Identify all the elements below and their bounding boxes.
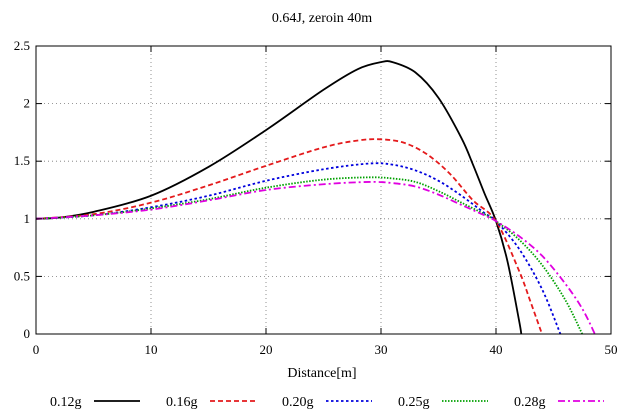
legend-label: 0.25g — [398, 395, 430, 410]
y-tick-label: 0.5 — [14, 268, 30, 283]
legend-label: 0.12g — [50, 395, 82, 410]
legend-label: 0.16g — [166, 395, 198, 410]
x-tick-label: 10 — [145, 342, 158, 357]
y-tick-label: 1.5 — [14, 153, 30, 168]
legend: 0.12g 0.16g 0.20g 0.25g 0.28g — [50, 395, 604, 410]
x-tick-label: 30 — [375, 342, 388, 357]
grid — [36, 46, 611, 334]
chart-title: 0.64J, zeroin 40m — [272, 11, 372, 26]
series-lines — [35, 60, 596, 335]
series-line-0.12g — [35, 60, 523, 335]
y-tick-label: 1 — [24, 211, 31, 226]
series-line-0.20g — [35, 162, 562, 335]
x-tick-label: 20 — [260, 342, 273, 357]
legend-label: 0.20g — [282, 395, 314, 410]
x-tick-label: 40 — [490, 342, 503, 357]
axis-ticks: 0 10 20 30 40 50 0 0.5 1 1.5 2 2.5 — [14, 38, 618, 357]
y-tick-label: 2.5 — [14, 38, 30, 53]
y-tick-label: 0 — [24, 326, 31, 341]
series-line-0.28g — [35, 181, 596, 335]
legend-label: 0.28g — [514, 395, 546, 410]
x-tick-label: 0 — [33, 342, 40, 357]
series-line-0.25g — [35, 176, 584, 335]
series-line-0.16g — [35, 138, 543, 335]
x-tick-label: 50 — [605, 342, 618, 357]
y-tick-label: 2 — [24, 96, 31, 111]
x-axis-label: Distance[m] — [287, 366, 356, 381]
plot-frame — [35, 45, 612, 335]
